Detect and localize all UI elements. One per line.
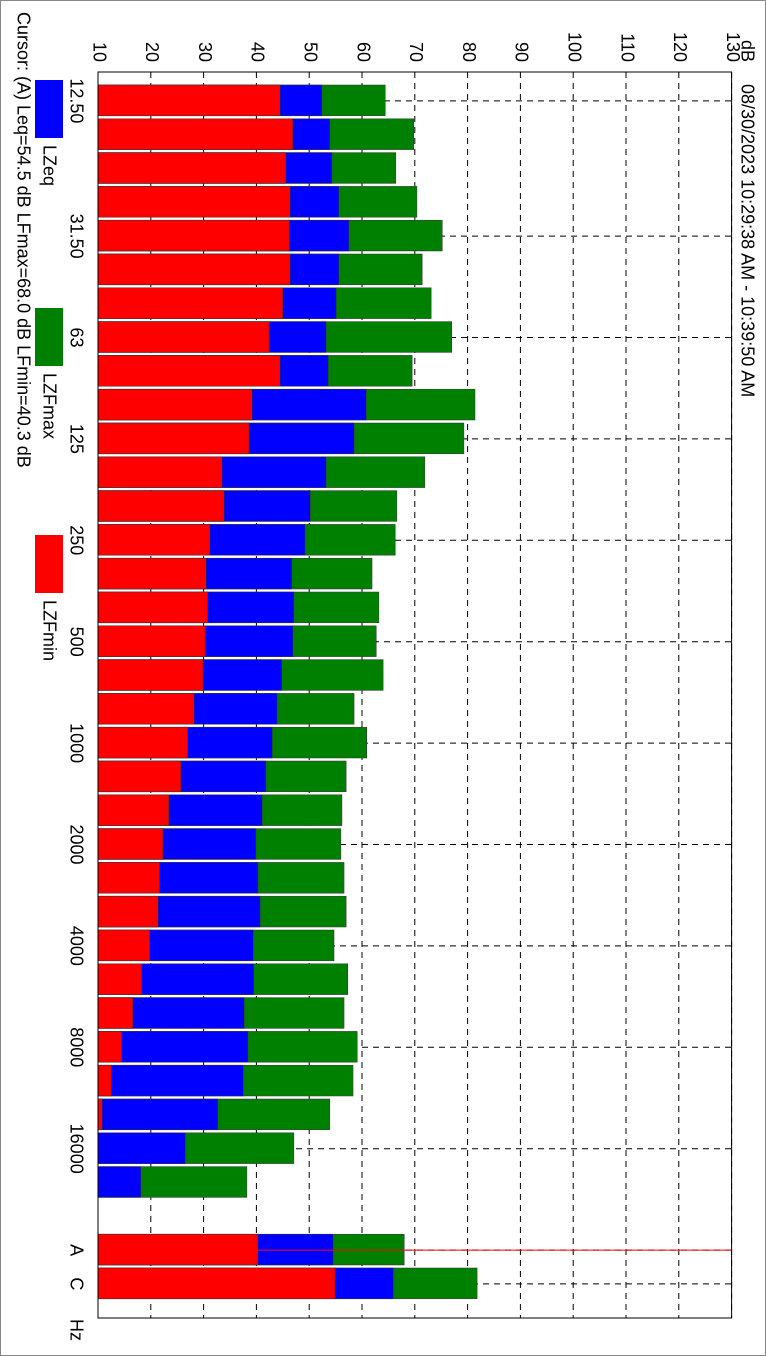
legend-swatch (35, 308, 63, 366)
bar (97, 1098, 103, 1131)
y-tick-label: 20 (142, 42, 162, 62)
cursor-annotation: Cursor: (A) Leq=54.5 dB LFmax=68.0 dB LF… (13, 12, 33, 468)
x-tick-label: 8000 (66, 1027, 86, 1067)
x-tick-label: 1000 (66, 723, 86, 763)
bar (97, 490, 225, 522)
bar (97, 84, 281, 117)
x-tick-label: 2000 (66, 824, 86, 864)
bar (97, 287, 284, 319)
bar (97, 862, 160, 894)
y-tick-label: 80 (459, 42, 479, 62)
bar (97, 1031, 123, 1063)
plot-border (97, 71, 733, 1319)
x-tick-label: 500 (66, 627, 86, 657)
bar (97, 524, 211, 556)
x-axis-label: Hz (66, 1319, 86, 1341)
bar (97, 1064, 244, 1097)
bar (97, 152, 287, 184)
legend-swatch (35, 80, 63, 138)
y-tick-label: 10 (89, 42, 109, 62)
bar (97, 118, 294, 150)
y-tick-label: 120 (670, 32, 690, 62)
legend-swatch (35, 535, 63, 593)
bar (97, 186, 291, 218)
bar (97, 726, 189, 759)
bar (97, 895, 159, 928)
y-tick-label: 40 (248, 42, 268, 62)
bar (97, 997, 134, 1029)
chart-title: 08/30/2023 10:29:38 AM - 10:39:50 AM (737, 84, 757, 397)
bar (97, 929, 150, 962)
bar (97, 321, 270, 353)
bar (97, 422, 250, 455)
x-tick-label: C (66, 1277, 86, 1290)
legend-label: LZFmax (39, 373, 59, 439)
bar (97, 828, 164, 860)
bar (97, 591, 209, 624)
x-tick-label: 31.50 (66, 214, 86, 259)
rotated-chart: 08/30/2023 10:29:38 AM - 10:39:50 AM dB … (13, 12, 757, 1341)
bar (97, 659, 204, 691)
bar (97, 1267, 336, 1300)
y-tick-label: 110 (617, 33, 637, 62)
bar (97, 1166, 142, 1198)
y-tick-label: 30 (195, 42, 215, 62)
bar (97, 760, 182, 793)
x-tick-label: 4000 (66, 926, 86, 966)
y-tick-label: 90 (512, 42, 532, 62)
x-tick-label: 16000 (66, 1124, 86, 1174)
bar (97, 1132, 186, 1164)
bar (97, 963, 143, 995)
legend-label: LZFmin (39, 600, 59, 661)
y-tick-label: 60 (353, 42, 373, 62)
x-tick-label: 63 (66, 327, 86, 347)
bar (97, 1064, 112, 1097)
y-tick-label: 100 (564, 32, 584, 62)
bar (97, 557, 207, 590)
bar (97, 1098, 219, 1131)
legend-label: LZeq (39, 145, 59, 186)
x-tick-label: 250 (66, 525, 86, 555)
bar (97, 456, 223, 488)
y-tick-label: 130 (723, 32, 743, 62)
x-tick-label: A (66, 1244, 86, 1256)
bar (97, 625, 206, 657)
y-axis-label: dB (737, 40, 757, 62)
bar (97, 388, 253, 421)
y-tick-label: 70 (406, 42, 426, 62)
bar (97, 219, 290, 252)
bar (97, 794, 170, 826)
bar (97, 355, 281, 387)
bar (97, 253, 291, 286)
y-tick-label: 50 (300, 42, 320, 62)
x-tick-label: 12.50 (66, 78, 86, 123)
x-tick-label: 125 (66, 424, 86, 454)
bar (97, 693, 195, 725)
